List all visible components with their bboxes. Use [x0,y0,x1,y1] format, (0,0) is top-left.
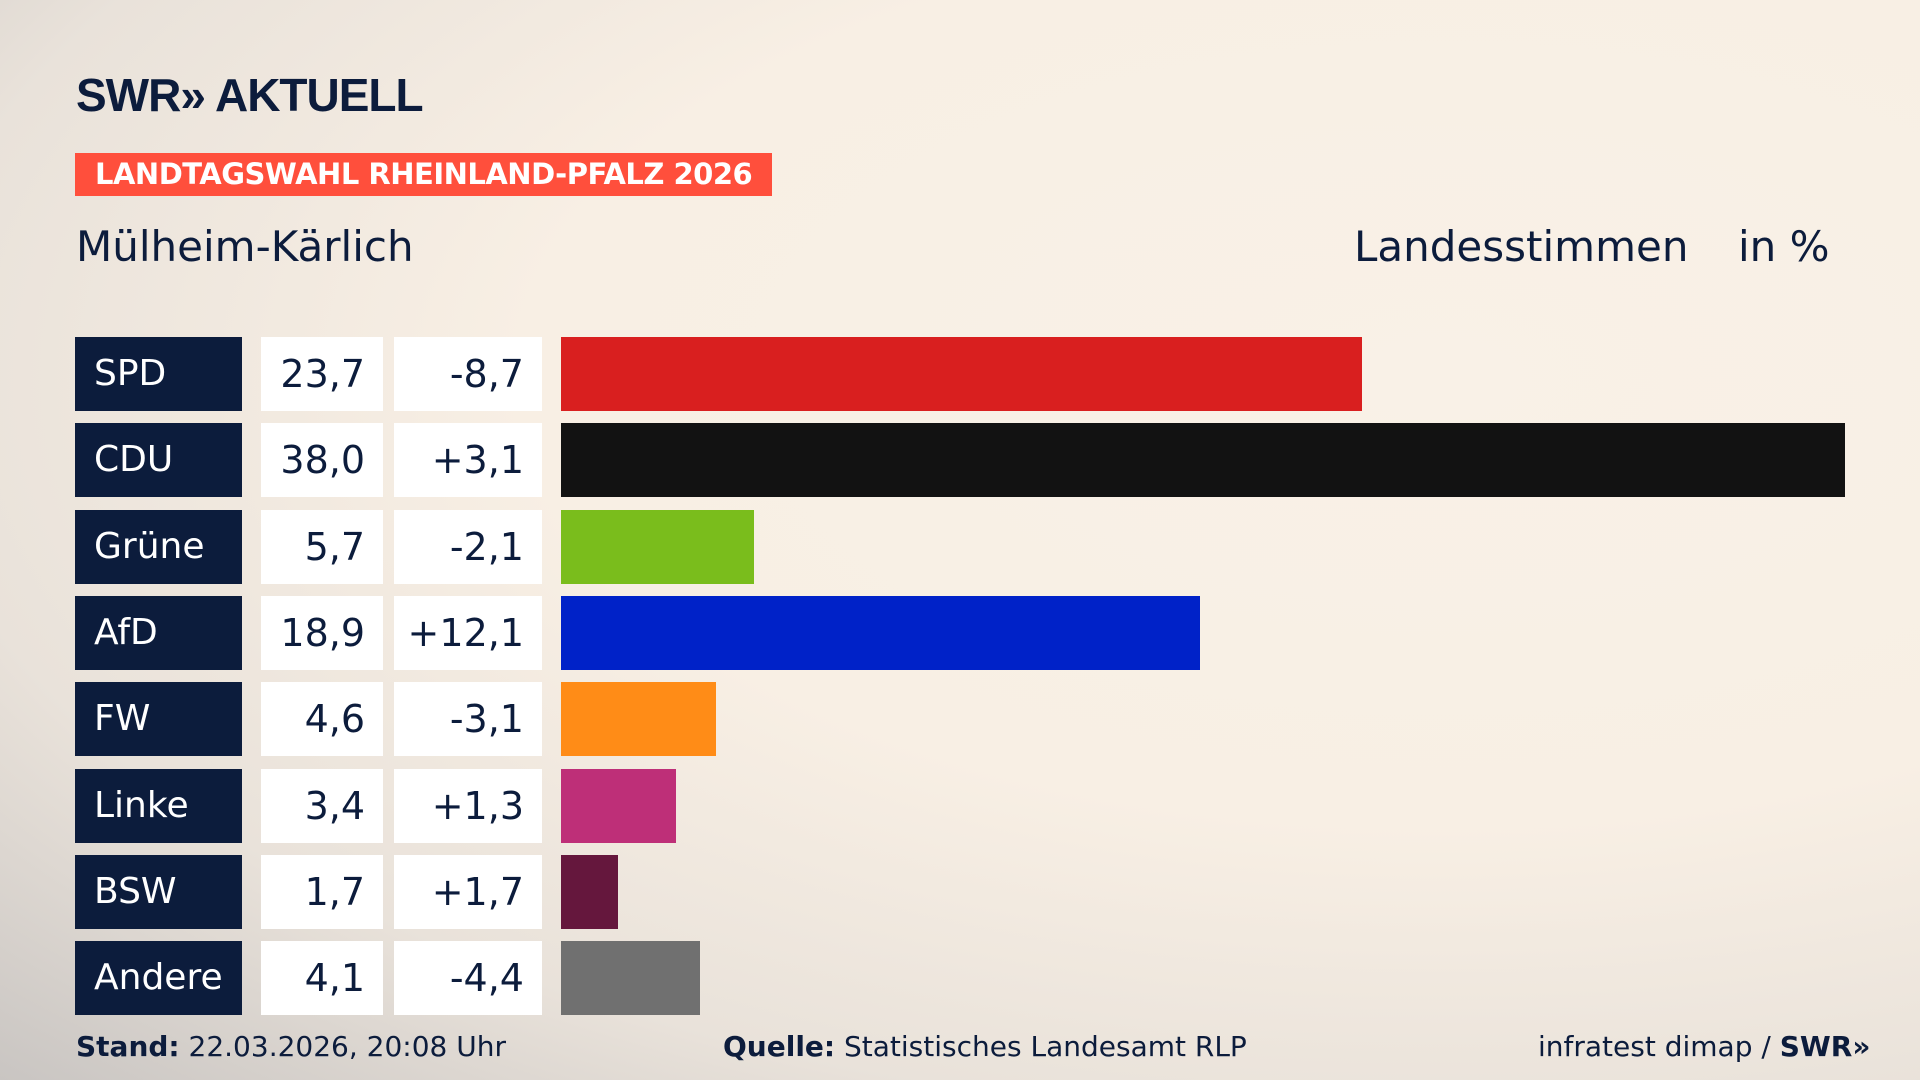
value-label: 3,4 [261,768,383,843]
diff-label: -3,1 [394,682,542,757]
swr-logo: SWR» [1779,1030,1871,1063]
unit-label: in % [1738,222,1830,271]
party-label: BSW [75,854,242,929]
metric-label: Landesstimmen [1354,222,1689,271]
bar [561,337,1362,411]
source-value: Statistisches Landesamt RLP [844,1030,1247,1063]
bar [561,854,619,929]
party-label: SPD [75,337,242,411]
credit-text: infratest dimap / [1538,1030,1771,1063]
timestamp: Stand: 22.03.2026, 20:08 Uhr [76,1030,506,1063]
diff-label: -2,1 [394,509,542,584]
value-label: 4,1 [261,941,383,1016]
value-label: 4,6 [261,682,383,757]
diff-label: +12,1 [394,595,542,670]
stand-label: Stand: [76,1030,180,1063]
party-label: Linke [75,768,242,843]
party-label: Andere [75,941,242,1016]
party-label: CDU [75,423,242,498]
value-label: 18,9 [261,595,383,670]
bar [561,423,1845,498]
party-label: FW [75,682,242,757]
bar [561,682,717,757]
location-title: Mülheim-Kärlich [76,222,414,271]
party-label: AfD [75,595,242,670]
bar [561,941,700,1016]
source: Quelle: Statistisches Landesamt RLP [723,1030,1247,1063]
bar [561,768,676,843]
diff-label: +1,3 [394,768,542,843]
party-label: Grüne [75,509,242,584]
diff-label: -4,4 [394,941,542,1016]
value-label: 1,7 [261,854,383,929]
value-label: 23,7 [261,337,383,411]
swr-aktuell-logo: SWR» AKTUELL [76,69,424,121]
bar [561,595,1200,670]
value-label: 38,0 [261,423,383,498]
source-label: Quelle: [723,1030,836,1063]
diff-label: +1,7 [394,854,542,929]
value-label: 5,7 [261,509,383,584]
election-banner: LANDTAGSWAHL RHEINLAND-PFALZ 2026 [75,153,773,196]
diff-label: -8,7 [394,337,542,411]
stand-value: 22.03.2026, 20:08 Uhr [188,1030,506,1063]
credit: infratest dimap / SWR» [1538,1030,1870,1063]
bar [561,509,754,584]
diff-label: +3,1 [394,423,542,498]
